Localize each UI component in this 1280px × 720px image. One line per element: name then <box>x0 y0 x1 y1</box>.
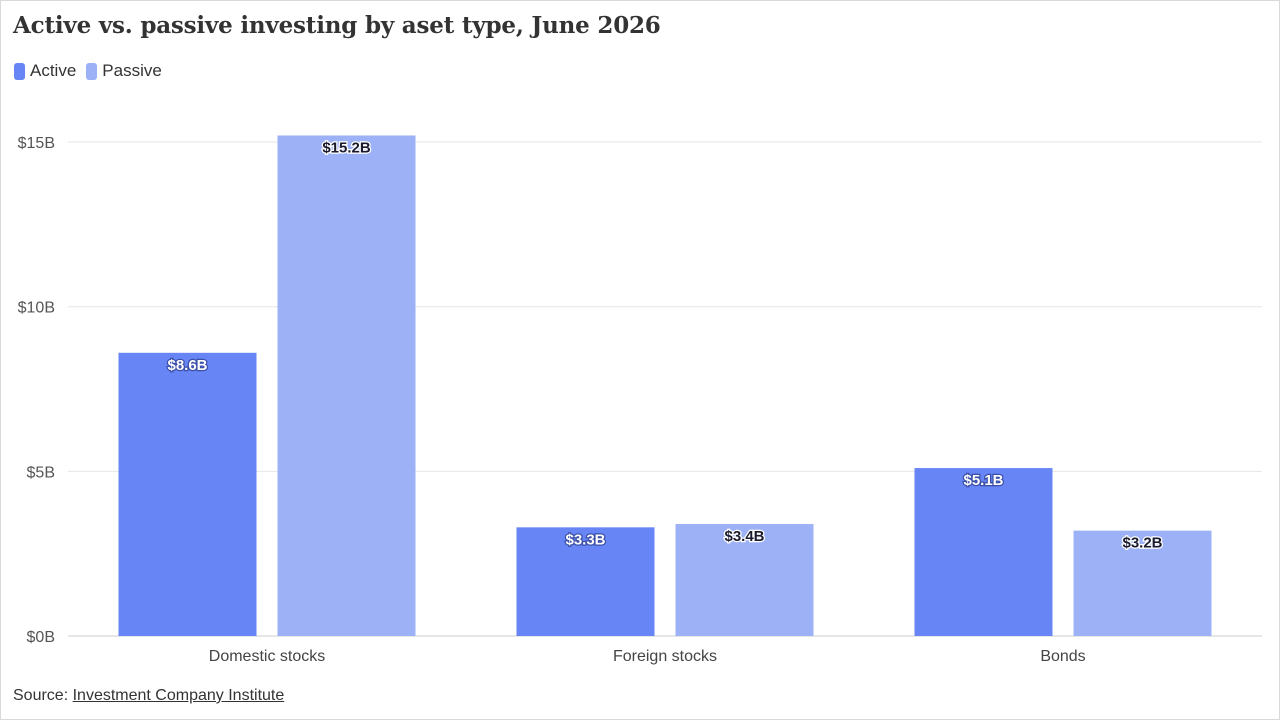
data-label: $3.4B <box>724 528 764 545</box>
y-tick-label: $0B <box>27 629 55 646</box>
legend-swatch-active <box>14 62 25 80</box>
bar-passive-0[interactable] <box>277 135 416 637</box>
data-label: $3.3B <box>565 531 605 548</box>
bar-passive-2[interactable] <box>1073 530 1212 636</box>
legend: Active Passive <box>14 61 162 81</box>
legend-label-active: Active <box>30 61 77 80</box>
y-tick-label: $10B <box>18 300 55 317</box>
x-tick-label: Foreign stocks <box>613 648 717 665</box>
data-label: $3.2B <box>1122 535 1162 552</box>
source-note: Source: Investment Company Institute <box>13 687 284 705</box>
legend-item-active[interactable]: Active <box>14 61 76 81</box>
data-label: $8.6B <box>167 357 207 374</box>
bar-active-1[interactable] <box>516 527 655 636</box>
source-prefix: Source: <box>13 687 73 704</box>
y-tick-label: $5B <box>27 464 55 481</box>
bar-passive-1[interactable] <box>675 524 814 636</box>
x-tick-label: Domestic stocks <box>209 648 325 665</box>
bar-active-0[interactable] <box>118 352 257 636</box>
legend-item-passive[interactable]: Passive <box>86 61 162 81</box>
y-tick-label: $15B <box>18 135 55 152</box>
data-label: $5.1B <box>963 472 1003 489</box>
legend-swatch-passive <box>86 62 98 80</box>
chart-title: Active vs. passive investing by aset typ… <box>13 12 661 39</box>
legend-label-passive: Passive <box>102 61 162 80</box>
source-link[interactable]: Investment Company Institute <box>72 687 285 704</box>
data-label: $15.2B <box>322 139 371 156</box>
bar-active-2[interactable] <box>914 468 1053 636</box>
x-tick-label: Bonds <box>1040 648 1085 665</box>
